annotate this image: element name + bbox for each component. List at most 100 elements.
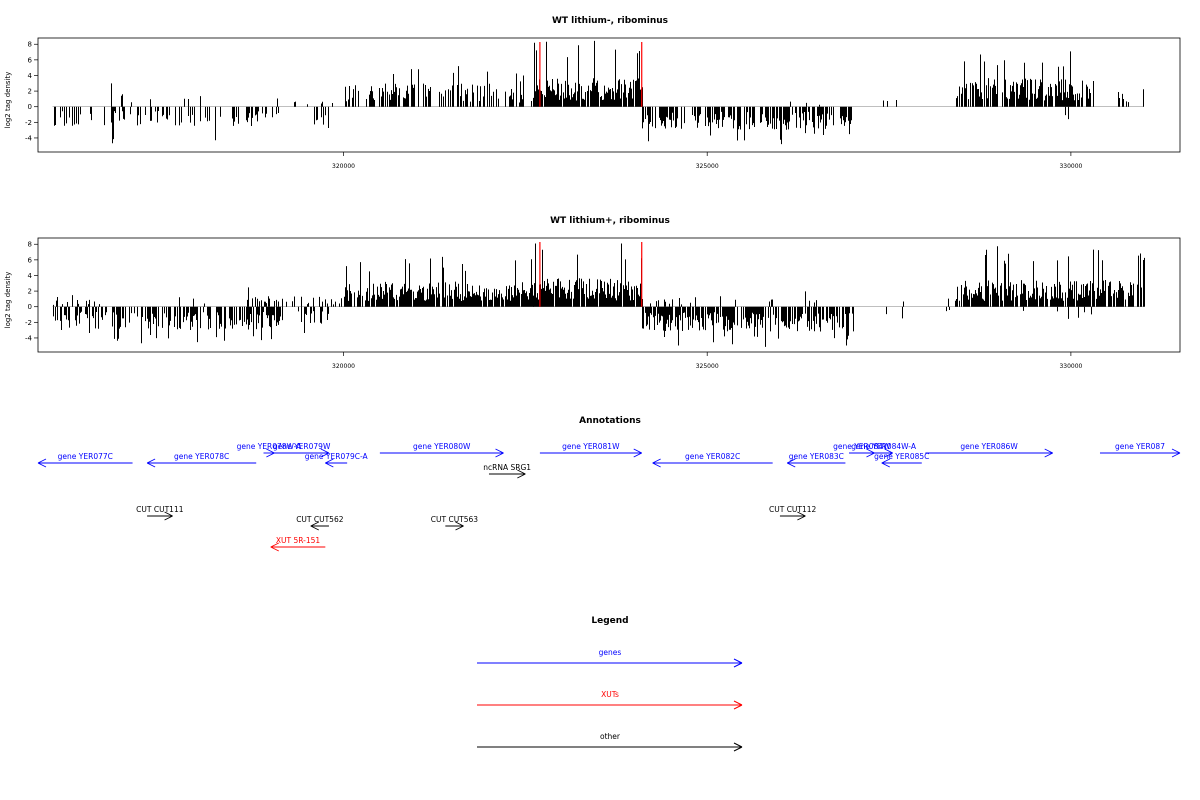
arrow-head xyxy=(733,700,743,706)
legend-label: other xyxy=(600,732,621,741)
arrow-head xyxy=(266,448,275,454)
arrow-head xyxy=(881,458,890,464)
feature-label: ncRNA SRG1 xyxy=(483,463,531,472)
feature: gene YER084W xyxy=(833,442,891,458)
arrow-head xyxy=(270,542,279,548)
y-tick-label: 4 xyxy=(28,72,33,80)
arrow-head xyxy=(797,511,806,517)
feature-label: gene YER077C xyxy=(58,452,113,461)
marker-lines xyxy=(539,42,643,107)
arrow-head xyxy=(310,525,319,531)
arrow-head xyxy=(733,746,743,752)
legend-title: Legend xyxy=(591,616,628,626)
feature-label: gene YER078C xyxy=(174,452,229,461)
feature: gene YER081W xyxy=(539,442,642,458)
feature-label: gene YER078W-A xyxy=(237,442,303,451)
legend-entry: other xyxy=(477,732,743,752)
y-tick-label: 6 xyxy=(28,56,33,64)
arrow-head xyxy=(1044,448,1053,454)
feature-label: gene YER084W-A xyxy=(851,442,917,451)
arrow-head xyxy=(37,462,47,468)
arrow-head xyxy=(733,742,743,748)
feature: CUT CUT112 xyxy=(769,505,817,521)
y-axis-label: log2 tag density xyxy=(4,272,12,329)
arrow-head xyxy=(320,452,330,458)
feature: CUT CUT562 xyxy=(296,515,344,531)
feature: gene YER079W xyxy=(273,442,331,458)
y-tick-label: -2 xyxy=(25,119,32,127)
arrow-head xyxy=(310,521,319,527)
annotation-track: Annotations gene YER077C gene YER078C gene… xyxy=(37,416,1181,552)
legend-label: XUTs xyxy=(601,690,619,699)
feature: gene YER085C xyxy=(874,452,929,468)
feature-label: gene YER085C xyxy=(874,452,929,461)
feature-label: gene YER083C xyxy=(789,452,844,461)
arrow-head xyxy=(320,448,330,454)
marker-lines xyxy=(539,242,643,307)
annotation-title: Annotations xyxy=(579,416,641,426)
arrow-head xyxy=(495,452,504,458)
feature-label: gene YER086W xyxy=(960,442,1018,451)
bar-series xyxy=(52,243,1145,347)
x-tick-label: 325000 xyxy=(696,363,719,370)
feature: gene YER084W-A xyxy=(851,442,917,458)
feature: gene YER087 xyxy=(1099,442,1181,458)
y-tick-label: 2 xyxy=(28,88,32,96)
arrow-head xyxy=(164,511,173,517)
arrow-head xyxy=(1044,452,1053,458)
y-tick-label: 8 xyxy=(28,41,32,49)
feature-label: gene YER081W xyxy=(562,442,620,451)
arrow-head xyxy=(884,448,893,454)
feature: gene YER079C-A xyxy=(305,452,369,468)
feature: CUT CUT111 xyxy=(136,505,184,521)
feature-label: CUT CUT563 xyxy=(431,515,479,524)
y-tick-label: -4 xyxy=(25,134,33,142)
chart-title: WT lithium-, ribominus xyxy=(552,16,668,26)
legend-entries: genes XUTs other xyxy=(477,648,743,752)
chart-panel-lithium-plus: WT lithium+, ribominus log2 tag density … xyxy=(4,216,1181,370)
arrow-head xyxy=(884,452,893,458)
y-tick-label: 2 xyxy=(28,288,32,296)
plot-frame xyxy=(37,37,1181,153)
bar-series xyxy=(52,40,1144,145)
feature: XUT 5R-151 xyxy=(270,536,326,552)
y-tick-label: -2 xyxy=(25,319,32,327)
arrow-head xyxy=(1171,452,1181,458)
chart-panel-lithium-minus: WT lithium-, ribominus log2 tag density … xyxy=(4,16,1181,170)
arrow-head xyxy=(881,462,890,468)
arrow-head xyxy=(146,458,156,464)
arrow-head xyxy=(325,458,334,464)
arrow-head xyxy=(455,525,464,531)
feature: gene YER080W xyxy=(379,442,504,458)
arrow-head xyxy=(270,546,279,552)
arrow-head xyxy=(633,448,642,454)
feature-label: gene YER079C-A xyxy=(305,452,369,461)
feature: gene YER077C xyxy=(37,452,133,468)
arrow-head xyxy=(733,662,743,668)
feature-label: gene YER087 xyxy=(1115,442,1165,451)
arrow-head xyxy=(266,452,275,458)
axes: 8 6 4 2 0 -2 -4 320000 325000 330000 xyxy=(25,241,1083,370)
arrow-head xyxy=(787,462,796,468)
x-tick-label: 330000 xyxy=(1059,363,1082,370)
arrow-head xyxy=(325,462,334,468)
y-tick-label: 0 xyxy=(28,103,32,111)
y-tick-label: 8 xyxy=(28,241,32,249)
feature: gene YER078C xyxy=(146,452,257,468)
arrow-head xyxy=(37,458,47,464)
plot-frame xyxy=(37,237,1181,353)
feature: gene YER083C xyxy=(787,452,846,468)
x-tick-label: 325000 xyxy=(696,163,719,170)
arrow-head xyxy=(787,458,796,464)
y-tick-label: -4 xyxy=(25,334,33,342)
y-tick-label: 6 xyxy=(28,256,33,264)
legend: Legend genes XUTs other xyxy=(477,616,743,752)
feature-label: gene YER082C xyxy=(685,452,740,461)
arrow-head xyxy=(146,462,156,468)
arrow-head xyxy=(495,448,504,454)
arrow-head xyxy=(652,458,661,464)
feature: gene YER078W-A xyxy=(237,442,303,458)
feature-label: XUT 5R-151 xyxy=(276,536,321,545)
